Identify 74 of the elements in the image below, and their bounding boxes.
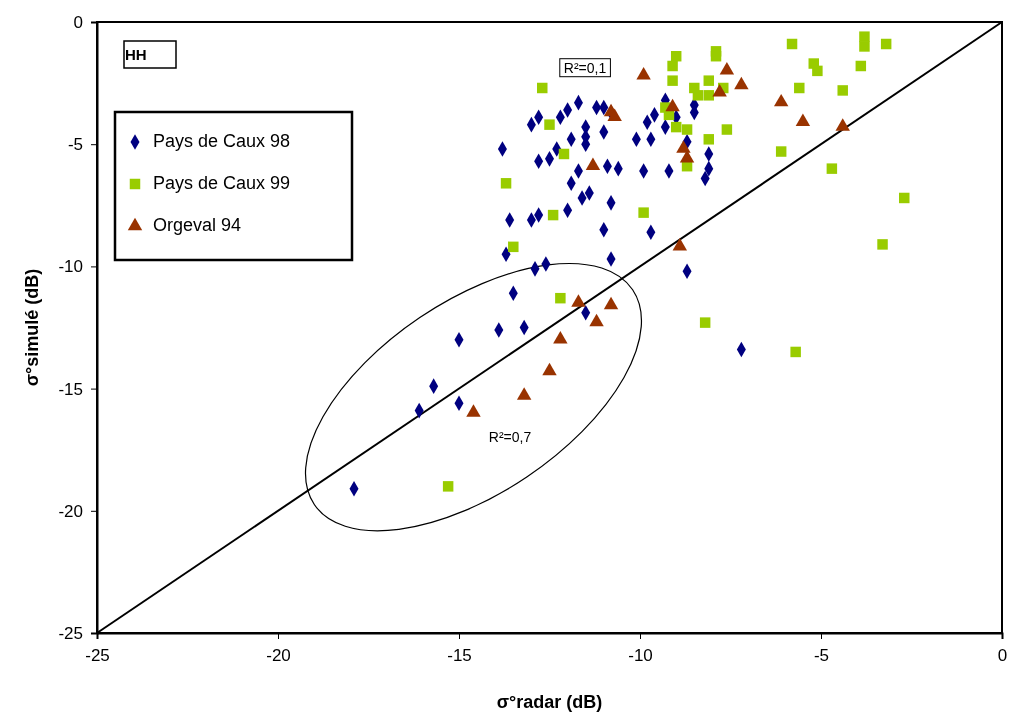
point (712, 84, 727, 97)
point (442, 481, 454, 492)
point (585, 157, 601, 170)
point (703, 75, 715, 86)
point (672, 238, 688, 251)
point (537, 82, 548, 94)
x-tick-label: -25 (85, 646, 110, 666)
point (670, 50, 682, 62)
point (699, 317, 711, 328)
point (571, 294, 586, 307)
point (734, 76, 749, 90)
point (555, 292, 566, 304)
point (553, 330, 568, 344)
y-tick-label: -20 (58, 501, 83, 521)
x-tick-label: -20 (266, 646, 291, 666)
point (667, 75, 678, 86)
point (692, 90, 704, 101)
point (790, 346, 801, 358)
y-tick-label: -5 (67, 135, 83, 155)
y-tick-label: -15 (58, 379, 83, 399)
point (703, 90, 715, 101)
point (855, 60, 867, 72)
annotation: R²=0,7 (488, 428, 532, 445)
point (466, 404, 481, 417)
point (676, 140, 691, 153)
point (681, 124, 693, 135)
point (859, 31, 870, 42)
point (721, 124, 733, 135)
point (638, 207, 649, 218)
point (667, 60, 678, 72)
point (547, 209, 559, 221)
point (795, 113, 811, 126)
legend-label: Pays de Caux 99 (153, 172, 291, 193)
point (500, 178, 512, 189)
point (775, 146, 787, 157)
point (703, 134, 715, 145)
point (603, 296, 619, 310)
point (786, 38, 798, 50)
x-tick-label: -5 (813, 646, 830, 666)
point (877, 239, 888, 250)
point (826, 163, 838, 174)
point (636, 67, 651, 80)
point (880, 38, 892, 50)
point (607, 108, 622, 122)
x-tick-label: -10 (628, 646, 653, 666)
point (812, 65, 823, 77)
point (542, 362, 557, 376)
point (773, 93, 789, 107)
point (544, 119, 555, 130)
point (516, 387, 532, 400)
point (558, 148, 570, 160)
point (508, 241, 519, 253)
point (899, 192, 910, 204)
annotation: R²=0,1 (563, 59, 607, 76)
legend-label: Orgeval 94 (153, 214, 242, 235)
x-tick-label: 0 (997, 646, 1008, 666)
point (794, 82, 805, 94)
y-tick-label: 0 (73, 12, 83, 32)
x-tick-label: -15 (447, 646, 472, 666)
y-tick-label: -10 (58, 257, 83, 277)
annotation: HH (125, 46, 147, 63)
point (670, 121, 682, 133)
point (679, 150, 695, 163)
x-axis-title: σ°radar (dB) (496, 692, 603, 712)
point (710, 50, 722, 62)
point (859, 41, 870, 52)
y-axis-title: σ°simulé (dB) (22, 268, 42, 387)
point (589, 313, 604, 327)
y-tick-label: -25 (58, 623, 83, 643)
point (665, 98, 680, 112)
point (719, 62, 735, 75)
point (835, 118, 850, 131)
point (837, 85, 848, 96)
legend-label: Pays de Caux 98 (153, 130, 291, 151)
